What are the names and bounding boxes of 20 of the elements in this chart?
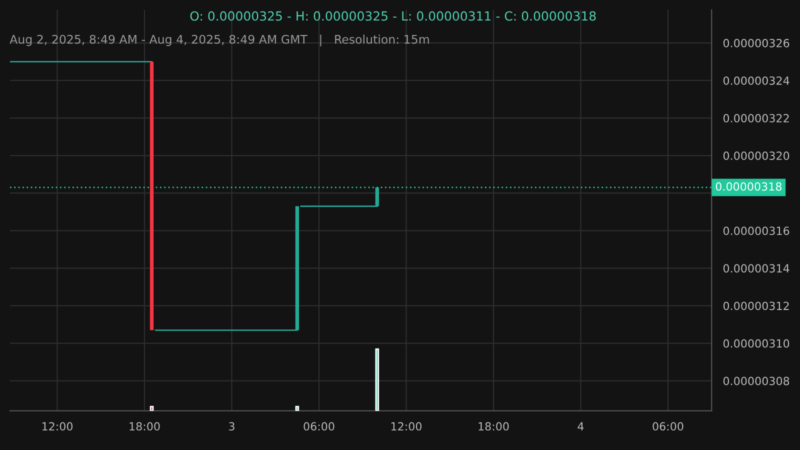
ref-line-label: 0.00000318 <box>716 182 782 191</box>
x-tick-label: 12:00 <box>391 422 422 431</box>
y-tick-label: 0.00000322 <box>723 114 789 122</box>
x-tick-label: 06:00 <box>652 422 684 431</box>
text: Aug 2, 2025, 8:49 AM - Aug 4, 2025, 8:49 AM GMT | Resolution: 15m <box>10 34 429 46</box>
x-tick-label: 18:00 <box>130 422 160 431</box>
x-tick-label: 06:00 <box>304 422 334 431</box>
y-tick-label: 0.00000320 <box>723 152 790 160</box>
y-tick-label: 0.00000308 <box>723 376 790 386</box>
y-tick-label: 0.00000326 <box>723 38 790 48</box>
x-tick-label: 3 <box>229 422 234 431</box>
y-tick-label: 0.00000316 <box>723 226 790 236</box>
chart-title: O: 0.00000325 - H: 0.00000325 - L: 0.00000311 - C: 0.00000318 <box>190 11 596 21</box>
x-tick-label: 18:00 <box>478 422 509 431</box>
y-tick-label: 0.00000314 <box>723 264 790 273</box>
x-tick-label: 4 <box>578 422 584 430</box>
y-tick-label: 0.00000324 <box>723 76 790 85</box>
y-tick-label: 0.00000310 <box>723 339 790 348</box>
x-tick-label: 12:00 <box>42 422 73 431</box>
y-tick-label: 0.00000312 <box>723 302 789 310</box>
